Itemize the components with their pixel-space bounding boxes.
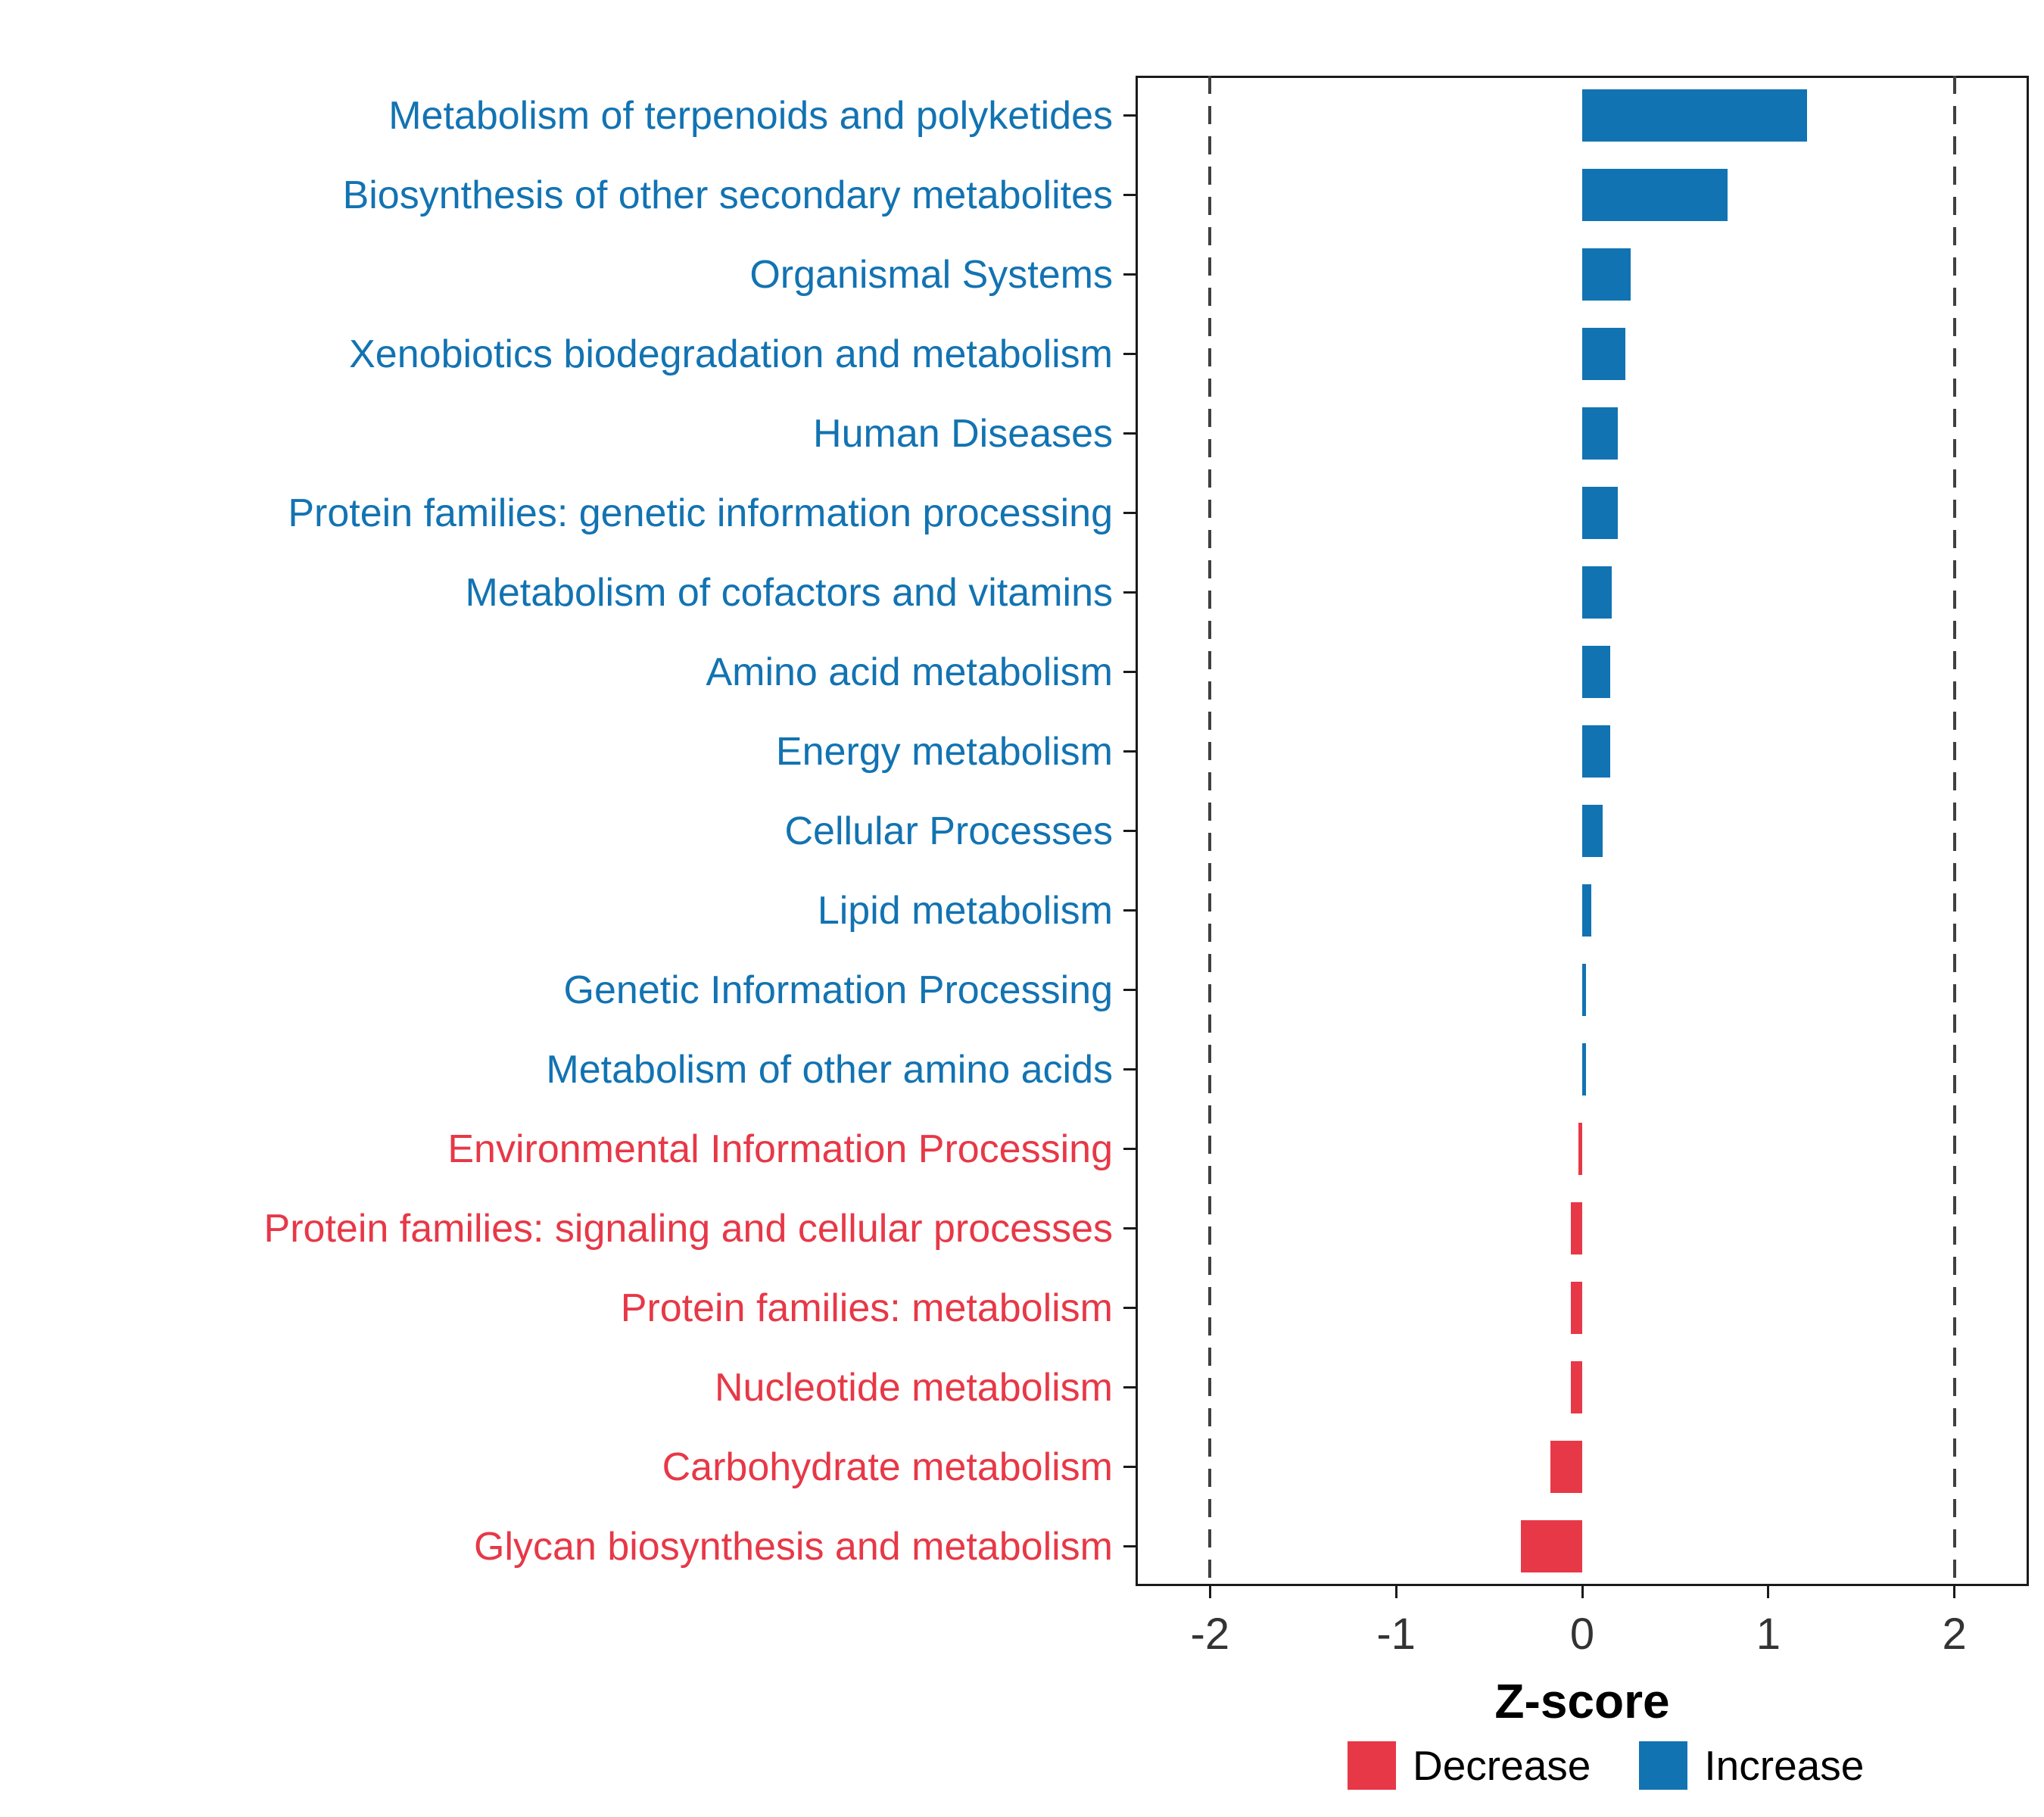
legend-label-increase: Increase — [1704, 1742, 1865, 1789]
y-axis-tick — [1123, 1386, 1136, 1388]
category-label: Amino acid metabolism — [706, 650, 1113, 694]
y-axis-tick — [1123, 1545, 1136, 1547]
category-label: Organismal Systems — [749, 252, 1113, 297]
category-label: Protein families: signaling and cellular… — [263, 1206, 1113, 1251]
bar — [1582, 804, 1603, 858]
y-axis-tick — [1123, 512, 1136, 514]
x-axis-tick — [1767, 1586, 1770, 1598]
category-label: Genetic Information Processing — [563, 968, 1113, 1012]
x-axis-tick — [1394, 1586, 1397, 1598]
y-axis-tick — [1123, 1227, 1136, 1230]
category-label: Carbohydrate metabolism — [662, 1445, 1113, 1489]
category-label: Energy metabolism — [775, 729, 1113, 774]
category-label: Biosynthesis of other secondary metaboli… — [342, 173, 1113, 217]
legend-label-decrease: Decrease — [1413, 1742, 1591, 1789]
bar — [1582, 884, 1592, 937]
bar — [1571, 1281, 1582, 1335]
x-axis-tick — [1208, 1586, 1211, 1598]
bar — [1571, 1201, 1582, 1255]
y-axis-tick — [1123, 830, 1136, 832]
bar — [1582, 168, 1728, 222]
bar — [1582, 248, 1631, 301]
reference-line--2 — [1208, 76, 1212, 1586]
y-axis-tick — [1123, 432, 1136, 435]
category-label: Metabolism of cofactors and vitamins — [465, 570, 1113, 615]
category-label: Cellular Processes — [784, 809, 1114, 853]
bar — [1582, 89, 1808, 142]
y-axis-tick — [1123, 1466, 1136, 1468]
y-axis-tick — [1123, 1307, 1136, 1309]
category-label: Metabolism of other amino acids — [546, 1047, 1113, 1092]
x-axis-tick-label: 1 — [1756, 1610, 1781, 1659]
category-label: Environmental Information Processing — [447, 1127, 1113, 1171]
x-axis-tick — [1953, 1586, 1956, 1598]
y-axis-tick — [1123, 273, 1136, 276]
y-axis-tick — [1123, 194, 1136, 196]
x-axis-tick-label: 2 — [1942, 1610, 1967, 1659]
category-label: Protein families: metabolism — [620, 1286, 1113, 1330]
category-label: Metabolism of terpenoids and polyketides — [388, 93, 1113, 138]
bar — [1550, 1440, 1582, 1494]
bar — [1582, 327, 1625, 381]
category-label: Protein families: genetic information pr… — [288, 491, 1113, 535]
y-axis-tick — [1123, 353, 1136, 355]
increase-color-swatch — [1639, 1741, 1688, 1790]
x-axis-tick — [1581, 1586, 1584, 1598]
y-axis-tick — [1123, 909, 1136, 912]
bar — [1582, 407, 1618, 460]
x-axis-tick-label: -2 — [1190, 1610, 1230, 1659]
bar — [1578, 1122, 1582, 1176]
bar — [1571, 1360, 1582, 1414]
y-axis-tick — [1123, 750, 1136, 753]
category-label: Human Diseases — [813, 411, 1113, 456]
x-axis-tick-label: 0 — [1569, 1610, 1595, 1659]
x-axis-tick-label: -1 — [1376, 1610, 1416, 1659]
bar — [1582, 486, 1618, 540]
y-axis-tick — [1123, 1148, 1136, 1150]
y-axis-tick — [1123, 591, 1136, 594]
bar — [1582, 725, 1610, 778]
bar — [1582, 645, 1610, 699]
y-axis-tick — [1123, 114, 1136, 117]
bar — [1520, 1519, 1582, 1573]
x-axis-title: Z-score — [1494, 1674, 1670, 1728]
bar — [1582, 1043, 1586, 1096]
bar — [1582, 566, 1612, 619]
category-label: Xenobiotics biodegradation and metabolis… — [349, 332, 1113, 376]
category-label: Lipid metabolism — [817, 888, 1113, 933]
legend-item-increase: Increase — [1639, 1741, 1864, 1790]
legend: Decrease Increase — [1348, 1741, 1864, 1790]
y-axis-tick — [1123, 1068, 1136, 1071]
y-axis-tick — [1123, 989, 1136, 991]
category-label: Nucleotide metabolism — [714, 1365, 1113, 1410]
legend-item-decrease: Decrease — [1348, 1741, 1591, 1790]
bar — [1582, 963, 1586, 1017]
y-axis-tick — [1123, 671, 1136, 673]
reference-line-2 — [1952, 76, 1956, 1586]
category-label: Glycan biosynthesis and metabolism — [474, 1524, 1113, 1569]
decrease-color-swatch — [1348, 1741, 1396, 1790]
